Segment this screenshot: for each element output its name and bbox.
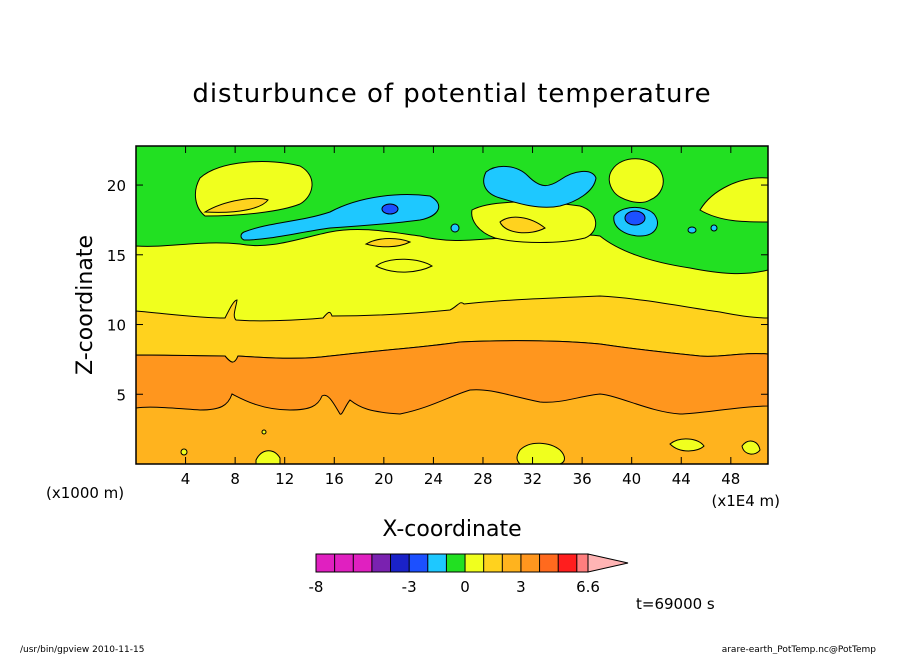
x-tick-label: 36 xyxy=(573,470,592,488)
x-tick-label: 24 xyxy=(424,470,443,488)
colorbar-cell xyxy=(371,554,391,572)
yellow-patch-1 xyxy=(194,161,313,217)
colorbar-cell xyxy=(334,554,354,572)
colorbar-cell xyxy=(483,554,503,572)
orange-spot-2 xyxy=(499,216,546,234)
chart-title: disturbunce of potential temperature xyxy=(192,79,711,109)
band-dark-orange xyxy=(136,340,768,415)
x-tick-label: 12 xyxy=(275,470,294,488)
colorbar-cell xyxy=(390,554,410,572)
x-unit-left: (x1000 m) xyxy=(46,484,124,502)
x-tick-label: 48 xyxy=(721,470,740,488)
y-tick-label: 5 xyxy=(116,386,126,404)
small-contour-dot-2 xyxy=(261,429,267,435)
colorbar-cell xyxy=(446,554,466,572)
y-tick-label: 10 xyxy=(107,317,126,335)
colorbar-cell xyxy=(520,554,540,572)
orange-spot-3 xyxy=(364,238,412,248)
colorbar-arrow xyxy=(587,553,629,573)
colorbar-tick-label: -8 xyxy=(309,578,324,596)
colorbar-tick-label: -3 xyxy=(402,578,417,596)
x-tick-label: 40 xyxy=(622,470,641,488)
colorbar-cell xyxy=(316,554,335,572)
x-tick-label: 32 xyxy=(523,470,542,488)
time-annotation: t=69000 s xyxy=(636,595,715,613)
colorbar-frame xyxy=(315,553,589,573)
y-axis: 5 10 15 20 xyxy=(107,177,768,404)
yellow-spot-bottom-1 xyxy=(255,450,281,464)
colorbar-tick-label: 6.6 xyxy=(576,578,600,596)
colorbar-cell xyxy=(558,554,577,572)
colorbar xyxy=(315,553,629,573)
colorbar-cell xyxy=(427,554,447,572)
y-tick-label: 20 xyxy=(107,177,126,195)
colorbar-cell xyxy=(465,554,484,572)
x-tick-label: 20 xyxy=(374,470,393,488)
x-tick-label: 8 xyxy=(230,470,240,488)
y-tick-label: 15 xyxy=(107,247,126,265)
x-tick-label: 28 xyxy=(473,470,492,488)
colorbar-cell xyxy=(539,554,559,572)
colorbar-tick-label: 0 xyxy=(460,578,470,596)
orange-spot-1 xyxy=(203,198,269,213)
colorbar-tick-label: 3 xyxy=(516,578,526,596)
yellow-spot-bottom-3 xyxy=(669,438,705,452)
yellow-patch-4 xyxy=(699,177,768,223)
yellow-spot-bottom-4 xyxy=(741,440,761,455)
blue-spot-1 xyxy=(381,203,399,215)
yellow-patch-5 xyxy=(375,258,433,273)
cyan-dot-3 xyxy=(710,224,718,232)
small-contour-dot-1 xyxy=(180,448,188,456)
plot-frame xyxy=(135,145,769,465)
cyan-patch-2 xyxy=(483,166,597,208)
y-axis-label: Z-coordinate xyxy=(73,235,98,375)
plot-area xyxy=(136,146,768,464)
x-tick-label: 4 xyxy=(181,470,191,488)
yellow-spot-bottom-2 xyxy=(516,442,565,464)
colorbar-labels: -8 -3 0 3 6.6 xyxy=(309,578,600,596)
x-unit-right: (x1E4 m) xyxy=(711,492,780,510)
footer-right: arare-earth_PotTemp.nc@PotTemp xyxy=(722,645,877,654)
colorbar-cell xyxy=(409,554,428,572)
x-axis: 4 8 12 16 20 24 28 32 36 40 44 48 xyxy=(181,146,740,488)
cyan-dot-2 xyxy=(687,226,697,234)
colorbar-cell xyxy=(576,554,588,572)
blue-spot-2 xyxy=(624,210,646,226)
x-axis-label: X-coordinate xyxy=(382,517,521,542)
x-tick-label: 44 xyxy=(672,470,691,488)
footer-left: /usr/bin/gpview 2010-11-15 xyxy=(20,645,144,654)
colorbar-cell xyxy=(353,554,372,572)
colorbar-cell xyxy=(502,554,521,572)
cyan-dot-1 xyxy=(450,223,460,233)
x-tick-label: 16 xyxy=(325,470,344,488)
yellow-patch-3 xyxy=(608,158,664,203)
